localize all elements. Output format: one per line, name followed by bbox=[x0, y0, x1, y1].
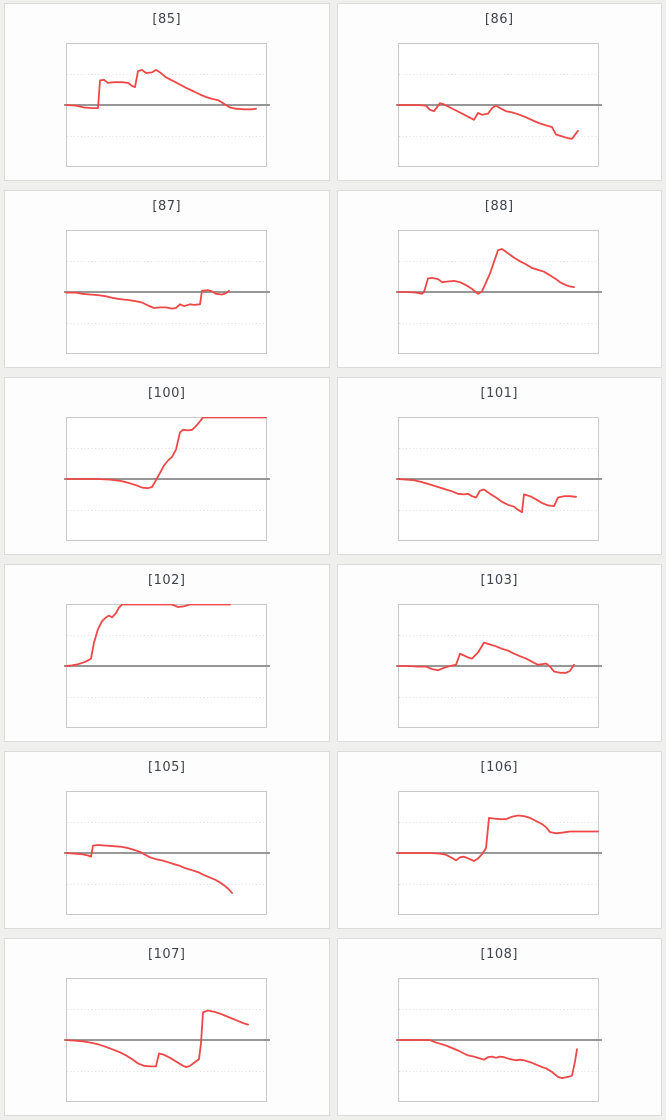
series-line bbox=[397, 1039, 579, 1079]
sparkline-chart bbox=[396, 230, 603, 354]
sparkline-chart bbox=[63, 230, 270, 354]
series-line bbox=[397, 641, 576, 674]
chart-title: [106] bbox=[480, 760, 518, 775]
sparkline-chart bbox=[396, 791, 603, 915]
chart-card: [85] bbox=[4, 3, 330, 181]
sparkline-chart bbox=[396, 43, 603, 167]
sparkline-chart bbox=[63, 43, 270, 167]
chart-title: [108] bbox=[480, 947, 518, 962]
sparkline-chart bbox=[63, 791, 270, 915]
chart-card: [107] bbox=[4, 938, 330, 1116]
chart-title: [103] bbox=[480, 573, 518, 588]
sparkline-chart bbox=[63, 978, 270, 1102]
series-line bbox=[64, 289, 230, 310]
chart-card: [106] bbox=[336, 751, 662, 929]
sparkline-chart bbox=[63, 604, 270, 728]
chart-title: [105] bbox=[148, 760, 186, 775]
chart-card: [102] bbox=[4, 564, 330, 742]
series-line bbox=[64, 1009, 249, 1068]
chart-card: [86] bbox=[336, 3, 662, 181]
chart-title: [101] bbox=[480, 386, 518, 401]
chart-card: [108] bbox=[336, 938, 662, 1116]
sparkline-chart bbox=[396, 604, 603, 728]
chart-card: [88] bbox=[336, 190, 662, 368]
sparkline-chart bbox=[63, 417, 270, 541]
chart-card: [100] bbox=[4, 377, 330, 555]
series-line bbox=[64, 417, 267, 490]
chart-card: [103] bbox=[336, 564, 662, 742]
chart-title: [87] bbox=[152, 199, 182, 214]
series-line bbox=[397, 478, 578, 514]
series-line bbox=[397, 814, 600, 862]
series-line bbox=[64, 844, 233, 894]
series-line bbox=[64, 604, 231, 667]
chart-card: [105] bbox=[4, 751, 330, 929]
series-line bbox=[397, 102, 580, 140]
sparkline-chart bbox=[396, 417, 603, 541]
series-line bbox=[397, 248, 576, 295]
chart-card: [87] bbox=[4, 190, 330, 368]
chart-title: [85] bbox=[152, 12, 182, 27]
chart-title: [102] bbox=[148, 573, 186, 588]
series-line bbox=[64, 68, 257, 111]
chart-title: [88] bbox=[484, 199, 514, 214]
chart-title: [100] bbox=[148, 386, 186, 401]
chart-title: [107] bbox=[148, 947, 186, 962]
chart-card: [101] bbox=[336, 377, 662, 555]
sparkline-chart bbox=[396, 978, 603, 1102]
chart-title: [86] bbox=[484, 12, 514, 27]
